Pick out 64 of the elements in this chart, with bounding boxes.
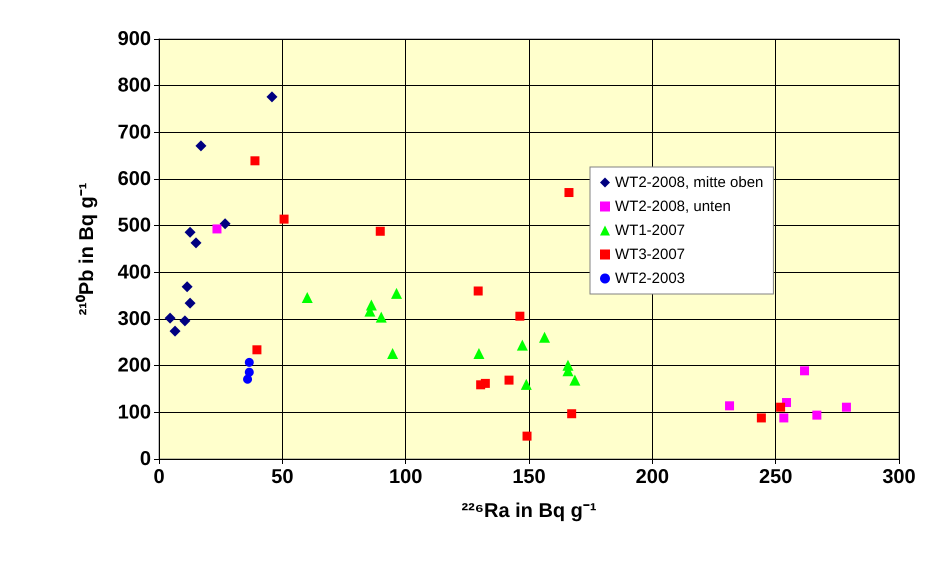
y-axis-title: ²¹⁰Pb in Bq g⁻¹ xyxy=(75,182,98,316)
x-tick-label: 150 xyxy=(512,466,546,488)
point xyxy=(212,224,222,234)
legend-label: WT3-2007 xyxy=(615,246,686,263)
point xyxy=(725,401,734,410)
point xyxy=(474,286,483,296)
point xyxy=(480,378,490,388)
point xyxy=(800,366,810,376)
x-tick-label: 100 xyxy=(388,466,422,488)
y-tick-label: 300 xyxy=(118,308,151,330)
legend-label: WT2-2008, unten xyxy=(615,198,731,215)
y-tick-label: 0 xyxy=(140,448,151,470)
point xyxy=(250,156,260,166)
point xyxy=(812,410,822,420)
point xyxy=(376,312,387,323)
point xyxy=(756,413,766,422)
point xyxy=(391,288,402,299)
legend-label: WT2-2003 xyxy=(615,270,686,287)
y-tick-label: 900 xyxy=(118,28,151,50)
point xyxy=(504,376,514,385)
x-tick-label: 0 xyxy=(153,466,165,488)
point xyxy=(184,298,196,309)
point xyxy=(387,348,398,360)
y-tick-label: 100 xyxy=(118,401,151,424)
point xyxy=(564,188,574,198)
x-axis-title: ²²⁶Ra in Bq g⁻¹ xyxy=(461,500,597,522)
point xyxy=(473,348,484,360)
point xyxy=(220,218,231,230)
point xyxy=(195,140,206,152)
point xyxy=(515,312,524,321)
point xyxy=(539,332,550,343)
y-tick-label: 200 xyxy=(118,354,151,377)
point xyxy=(244,358,254,367)
x-tick-label: 200 xyxy=(636,466,670,488)
point xyxy=(170,326,181,337)
point xyxy=(302,292,313,304)
y-tick-label: 700 xyxy=(118,121,151,144)
point xyxy=(776,402,786,412)
point xyxy=(516,340,528,351)
point xyxy=(179,315,190,326)
point xyxy=(842,402,851,412)
point xyxy=(779,413,788,422)
legend-label: WT2-2008, mitte oben xyxy=(615,174,764,191)
y-tick-label: 600 xyxy=(118,168,151,190)
point xyxy=(376,226,385,236)
point xyxy=(567,409,576,418)
x-tick-label: 250 xyxy=(758,466,792,488)
y-tick-label: 800 xyxy=(118,74,151,97)
x-tick-label: 300 xyxy=(882,466,916,488)
point xyxy=(520,378,532,390)
point xyxy=(243,374,252,384)
point xyxy=(522,432,532,441)
point xyxy=(266,91,278,102)
y-tick-label: 400 xyxy=(118,261,151,284)
point xyxy=(164,312,176,324)
x-tick-label: 50 xyxy=(271,466,294,488)
y-tick-label: 500 xyxy=(118,214,151,237)
point xyxy=(184,226,196,238)
point xyxy=(182,281,193,292)
point xyxy=(252,345,262,354)
point xyxy=(190,237,202,248)
legend-label: WT1-2007 xyxy=(615,222,686,239)
point xyxy=(280,214,289,224)
point xyxy=(569,374,580,386)
